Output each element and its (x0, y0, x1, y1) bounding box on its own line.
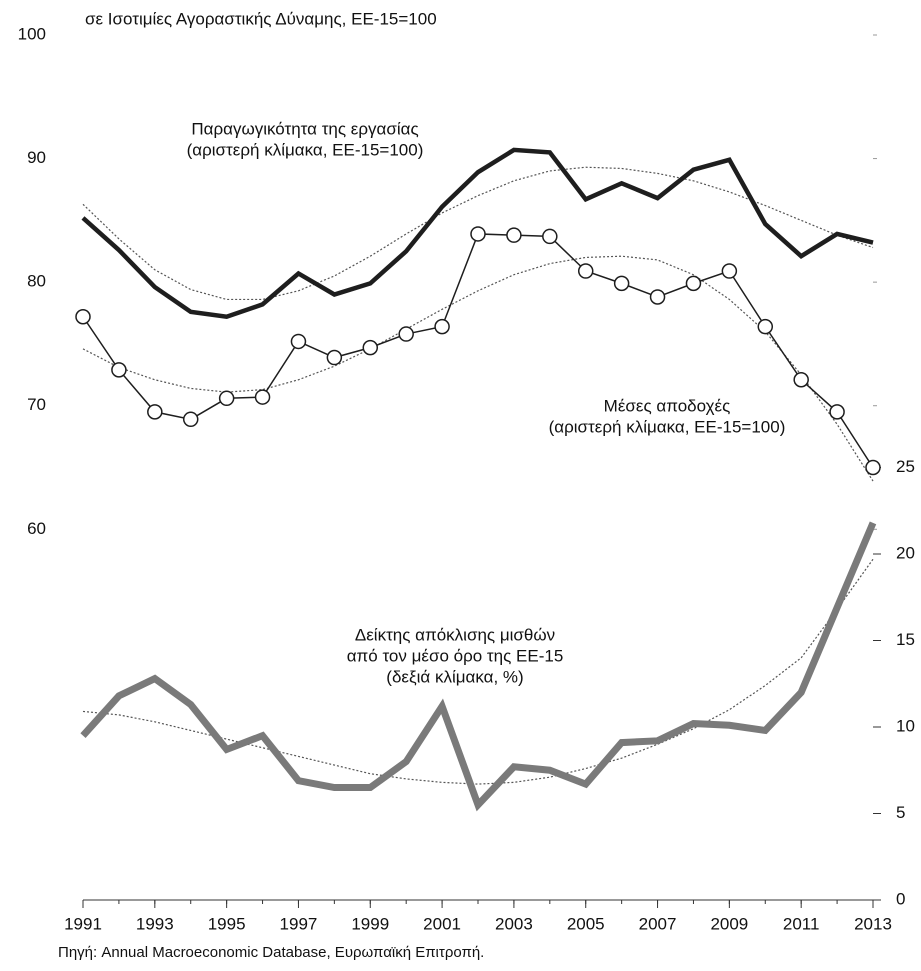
y2-tick-label: 10 (896, 716, 915, 735)
trend-line (82, 558, 874, 785)
series-annotation: Μέσες αποδοχές (604, 396, 731, 415)
series-line (81, 147, 874, 320)
y-tick-label: 60 (27, 519, 46, 538)
series-marker (577, 263, 594, 279)
x-tick-label: 2009 (710, 914, 748, 933)
series-marker (793, 372, 809, 388)
series-marker (182, 411, 199, 428)
series-annotation: (αριστερή κλίμακα, ΕΕ-15=100) (549, 417, 786, 436)
series-marker (434, 318, 450, 335)
series-marker (75, 308, 91, 325)
y-tick-label: 70 (27, 395, 46, 414)
y2-tick-label: 20 (896, 543, 915, 562)
series-annotation: Παραγωγικότητα της εργασίας (191, 119, 418, 138)
series-marker (649, 289, 666, 305)
x-tick-label: 1997 (280, 914, 318, 933)
series-marker (685, 275, 702, 292)
series-marker (757, 318, 774, 335)
series-annotation: (αριστερή κλίμακα, ΕΕ-15=100) (187, 140, 424, 159)
source-note: Πηγή: Annual Macroeconomic Database, Ευρ… (58, 944, 484, 961)
y2-tick-label: 25 (896, 457, 915, 476)
x-tick-label: 2013 (854, 914, 892, 933)
series-marker (362, 339, 379, 356)
series-marker (290, 333, 307, 350)
series-line (80, 521, 877, 812)
series-marker (829, 404, 845, 420)
y2-tick-label: 5 (896, 803, 905, 822)
y2-tick-label: 15 (896, 630, 915, 649)
x-tick-label: 2011 (783, 914, 820, 933)
x-tick-label: 2005 (567, 914, 605, 933)
series-marker (865, 459, 881, 476)
series-marker (111, 362, 127, 378)
series-marker (542, 228, 558, 245)
series-marker (506, 227, 522, 243)
trend-line (82, 255, 874, 482)
x-tick-label: 2001 (423, 914, 461, 933)
x-tick-label: 1993 (136, 914, 174, 933)
series-marker (470, 226, 486, 242)
x-tick-label: 2007 (639, 914, 677, 933)
x-tick-label: 2003 (495, 914, 533, 933)
x-tick-label: 1995 (208, 914, 246, 933)
x-tick-label: 1999 (351, 914, 389, 933)
series-marker (218, 390, 235, 407)
y2-tick-label: 0 (896, 889, 905, 908)
series-marker (721, 263, 738, 279)
y-tick-label: 90 (27, 148, 46, 167)
series-marker (147, 404, 163, 420)
x-tick-label: 1991 (64, 914, 102, 933)
y-tick-label: 80 (27, 272, 46, 291)
series-marker (398, 326, 414, 342)
chart-title: σε Ισοτιμίες Αγοραστικής Δύναμης, ΕΕ-15=… (85, 9, 437, 28)
series-marker (326, 349, 343, 366)
series-marker (613, 275, 630, 292)
series-annotation: από τον μέσο όρο της ΕΕ-15 (347, 646, 564, 665)
y-tick-label: 100 (18, 24, 46, 43)
series-annotation: (δεξιά κλίμακα, %) (386, 667, 523, 686)
series-annotation: Δείκτης απόκλισης μισθών (355, 625, 555, 644)
series-marker (254, 389, 271, 405)
